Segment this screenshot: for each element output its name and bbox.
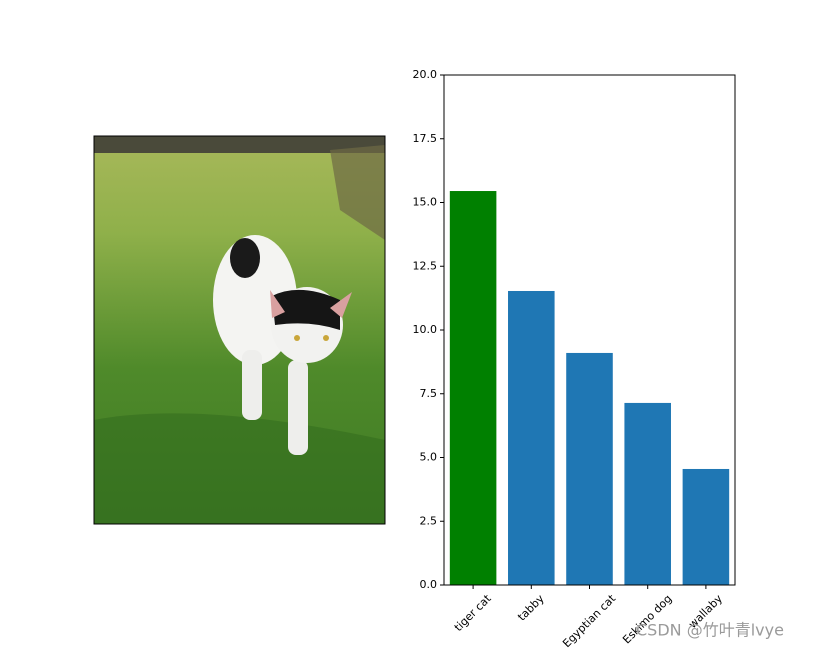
y-tick-label: 7.5 <box>420 387 438 400</box>
cat-patch <box>230 238 260 278</box>
y-tick-label: 12.5 <box>413 259 438 272</box>
cat-eye <box>323 335 329 341</box>
x-tick-label: tabby <box>515 592 547 624</box>
chart: 0.0 2.5 5.0 7.5 10.0 12.5 15.0 17.5 20.0 tiger ca… <box>413 68 730 650</box>
photo-frame <box>93 135 386 525</box>
y-tick-label: 0.0 <box>420 578 438 591</box>
y-tick-label: 10.0 <box>413 323 438 336</box>
x-tick-label: tiger cat <box>452 592 494 634</box>
cat-eye <box>294 335 300 341</box>
cat-ear <box>270 290 285 318</box>
photo-treeline <box>94 136 385 153</box>
photo-bush <box>330 145 385 240</box>
cat-leg <box>242 350 262 420</box>
y-tick-label: 15.0 <box>413 196 438 209</box>
bar <box>624 402 671 585</box>
y-tick-label: 17.5 <box>413 132 438 145</box>
bar <box>449 191 497 585</box>
y-tick-label: 2.5 <box>420 514 438 527</box>
photo-shadow <box>94 413 385 524</box>
axes-frame <box>443 74 736 586</box>
cat-leg <box>288 360 308 455</box>
x-tick-label: Egyptian cat <box>560 592 619 650</box>
watermark: CSDN @竹叶青lvye <box>636 621 784 640</box>
bar <box>682 468 730 585</box>
y-tick-label: 5.0 <box>420 451 438 464</box>
cat-ear <box>330 292 352 318</box>
bar <box>508 290 555 585</box>
y-tick-label: 20.0 <box>413 68 438 81</box>
photo <box>93 135 386 525</box>
bar <box>566 352 613 585</box>
cat-head-patch <box>272 289 340 330</box>
